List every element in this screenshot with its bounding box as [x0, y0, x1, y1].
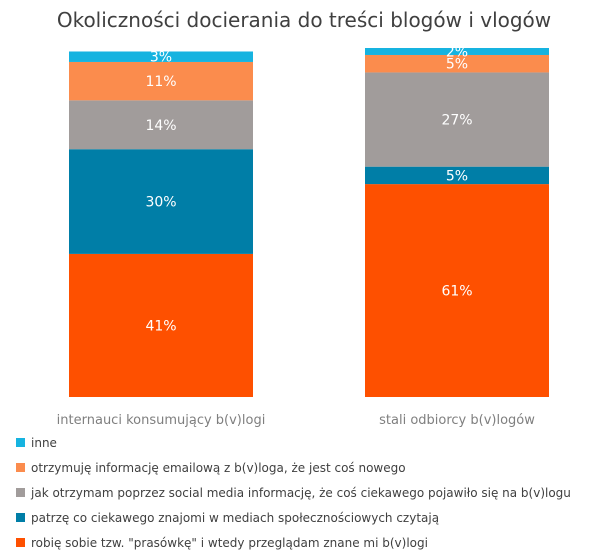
legend: inne otrzymuję informację emailową z b(v)…: [16, 436, 571, 550]
data-label-c0-s4: 3%: [150, 50, 172, 66]
bar-segment-c1-s4: [365, 48, 549, 55]
bar-segment-c1-s0: [365, 184, 549, 397]
legend-swatch-0: [16, 538, 25, 547]
bar-segment-c1-s3: [365, 54, 549, 73]
legend-swatch-2: [16, 488, 25, 497]
bar-segment-c1-s1: [365, 166, 549, 185]
category-label-0: internauci konsumujący b(v)logi: [57, 413, 266, 428]
bars-group: [69, 48, 549, 397]
data-label-c0-s1: 30%: [145, 195, 176, 211]
data-label-c1-s3: 5%: [446, 57, 468, 73]
data-label-c0-s3: 11%: [145, 74, 176, 90]
category-label-1: stali odbiorcy b(v)logów: [379, 413, 535, 428]
legend-label-2: jak otrzymam poprzez social media inform…: [30, 486, 571, 500]
bar-segment-c0-s4: [69, 51, 253, 62]
data-label-c1-s0: 61%: [441, 284, 472, 300]
data-label-c0-s2: 14%: [145, 118, 176, 134]
data-label-c1-s4: 2%: [446, 44, 468, 60]
bar-segment-c0-s0: [69, 253, 253, 397]
bar-segment-c0-s3: [69, 61, 253, 101]
legend-swatch-4: [16, 438, 25, 447]
data-label-c1-s1: 5%: [446, 168, 468, 184]
data-label-c0-s0: 41%: [145, 318, 176, 334]
legend-label-1: patrzę co ciekawego znajomi w mediach sp…: [31, 511, 439, 525]
data-label-c1-s2: 27%: [441, 113, 472, 129]
legend-swatch-3: [16, 463, 25, 472]
legend-label-3: otrzymuję informację emailową z b(v)loga…: [31, 461, 406, 475]
bar-segment-c0-s2: [69, 100, 253, 150]
legend-label-4: inne: [31, 436, 57, 450]
category-labels-group: internauci konsumujący b(v)logi stali odb…: [57, 413, 536, 428]
data-labels-group: 41%30%14%11%3%61%5%27%5%2%: [145, 44, 472, 334]
bar-segment-c1-s2: [365, 72, 549, 167]
legend-swatch-1: [16, 513, 25, 522]
bar-segment-c0-s1: [69, 149, 253, 254]
legend-label-0: robię sobie tzw. "prasówkę" i wtedy prze…: [31, 536, 428, 550]
chart-title: Okoliczności docierania do treści blogów…: [57, 8, 551, 32]
